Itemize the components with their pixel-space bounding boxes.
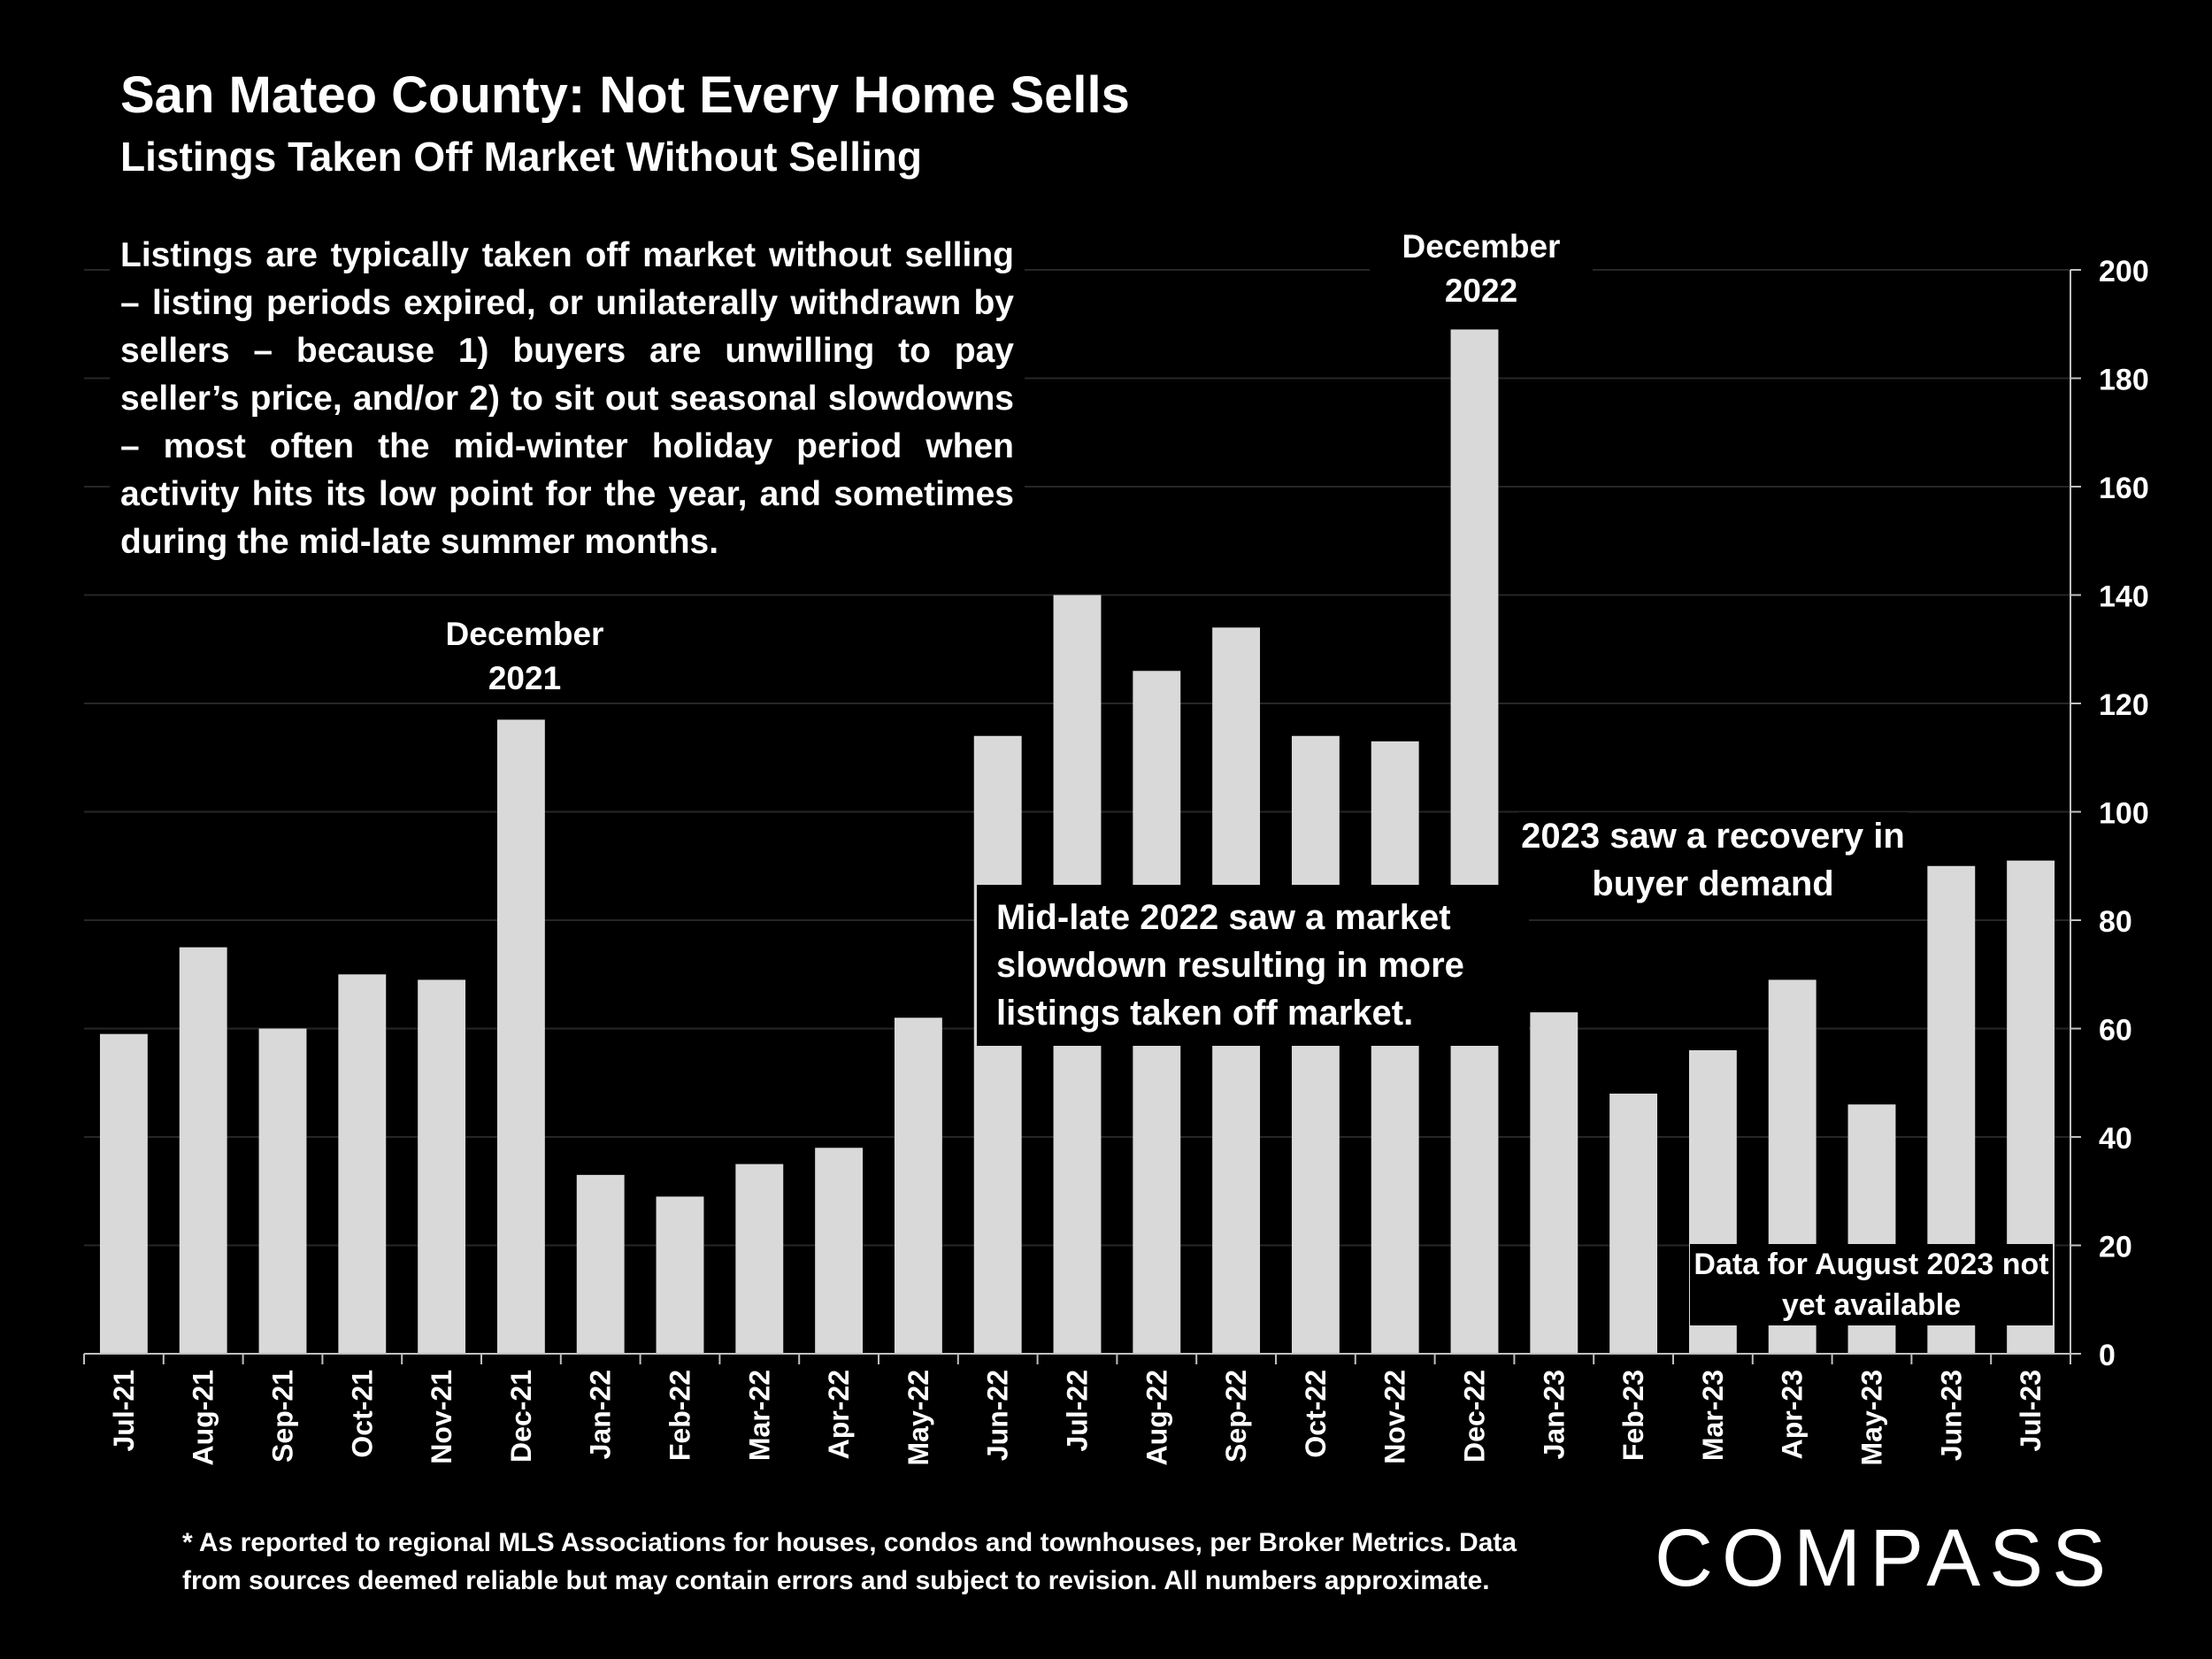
x-tick-label: Aug-21 bbox=[188, 1370, 219, 1465]
x-tick-label: Nov-22 bbox=[1379, 1370, 1411, 1464]
bar bbox=[496, 719, 545, 1354]
bar bbox=[1530, 1012, 1578, 1354]
x-tick-label: Mar-22 bbox=[743, 1370, 775, 1461]
bar bbox=[815, 1148, 864, 1354]
y-tick-labels: 0 20 40 60 80 100 120 140 160 180 200 bbox=[2099, 255, 2149, 1372]
y-tick-label: 40 bbox=[2099, 1122, 2132, 1156]
y-tick-label: 120 bbox=[2099, 688, 2149, 722]
bar bbox=[894, 1018, 942, 1354]
bar bbox=[1450, 329, 1499, 1354]
x-tick-label: Feb-23 bbox=[1617, 1370, 1649, 1461]
x-tick-label: Dec-22 bbox=[1459, 1370, 1491, 1463]
x-tick-label: Apr-22 bbox=[823, 1370, 855, 1459]
axes bbox=[84, 270, 2081, 1355]
x-tick-label: May-22 bbox=[902, 1370, 934, 1466]
y-tick-label: 100 bbox=[2099, 797, 2149, 831]
logo-wordmark: COMPASS bbox=[1655, 1513, 2115, 1600]
x-tick-label: Jun-22 bbox=[982, 1370, 1014, 1461]
x-tick-label: Jul-21 bbox=[108, 1370, 140, 1451]
bar bbox=[576, 1174, 625, 1354]
footnote: * As reported to regional MLS Associatio… bbox=[182, 1528, 1517, 1595]
x-tick-label: Jan-22 bbox=[585, 1370, 617, 1459]
y-tick-label: 200 bbox=[2099, 255, 2149, 288]
x-tick-label: Feb-22 bbox=[664, 1370, 696, 1461]
x-tick-label: Oct-21 bbox=[346, 1370, 378, 1458]
bar bbox=[1371, 741, 1419, 1354]
annotation-december-2021: December 2021 bbox=[414, 612, 635, 701]
annotation-december-2022: December 2022 bbox=[1370, 225, 1593, 313]
y-tick-label: 160 bbox=[2099, 472, 2149, 505]
description-text: Listings are typically taken off market … bbox=[110, 228, 1025, 570]
x-tick-label: Jul-23 bbox=[2015, 1370, 2047, 1451]
x-tick-label: Oct-22 bbox=[1300, 1370, 1332, 1458]
annotation-slowdown: Mid-late 2022 saw a market slowdown resu… bbox=[977, 885, 1529, 1046]
chart-subtitle: Listings Taken Off Market Without Sellin… bbox=[120, 134, 923, 180]
compass-logo: COMPASS bbox=[1655, 1513, 2115, 1600]
y-tick-label: 20 bbox=[2099, 1231, 2132, 1264]
x-tick-label: May-23 bbox=[1856, 1370, 1888, 1466]
bar bbox=[99, 1033, 148, 1354]
x-tick-label: Dec-21 bbox=[505, 1370, 537, 1463]
bar bbox=[338, 974, 387, 1354]
bar bbox=[1609, 1094, 1658, 1354]
y-tick-label: 0 bbox=[2099, 1339, 2116, 1372]
bar bbox=[179, 947, 227, 1354]
x-tick-label: Jul-22 bbox=[1062, 1370, 1094, 1451]
y-tick-label: 80 bbox=[2099, 905, 2132, 939]
bar bbox=[656, 1196, 704, 1354]
y-tick-label: 180 bbox=[2099, 364, 2149, 397]
annotation-august-unavailable: Data for August 2023 not yet available bbox=[1690, 1244, 2053, 1325]
bar bbox=[418, 979, 466, 1354]
x-tick-label: Aug-22 bbox=[1141, 1370, 1172, 1465]
x-tick-labels: Jul-21 Aug-21 Sep-21 Oct-21 Nov-21 Dec-21 Jan-… bbox=[108, 1370, 2047, 1466]
bar bbox=[258, 1028, 307, 1354]
x-tick-label: Sep-21 bbox=[267, 1370, 299, 1463]
x-tick-label: Nov-21 bbox=[426, 1370, 457, 1464]
chart-title: San Mateo County: Not Every Home Sells bbox=[120, 66, 1130, 124]
x-tick-label: Mar-23 bbox=[1697, 1370, 1729, 1461]
x-tick-label: Sep-22 bbox=[1220, 1370, 1252, 1463]
x-tick-label: Jan-23 bbox=[1538, 1370, 1570, 1459]
bar bbox=[735, 1164, 784, 1354]
annotation-recovery: 2023 saw a recovery in buyer demand bbox=[1518, 812, 1908, 908]
y-tick-label: 140 bbox=[2099, 580, 2149, 614]
x-tick-label: Apr-23 bbox=[1777, 1370, 1809, 1459]
x-tick-label: Jun-23 bbox=[1935, 1370, 1967, 1461]
y-tick-label: 60 bbox=[2099, 1014, 2132, 1048]
